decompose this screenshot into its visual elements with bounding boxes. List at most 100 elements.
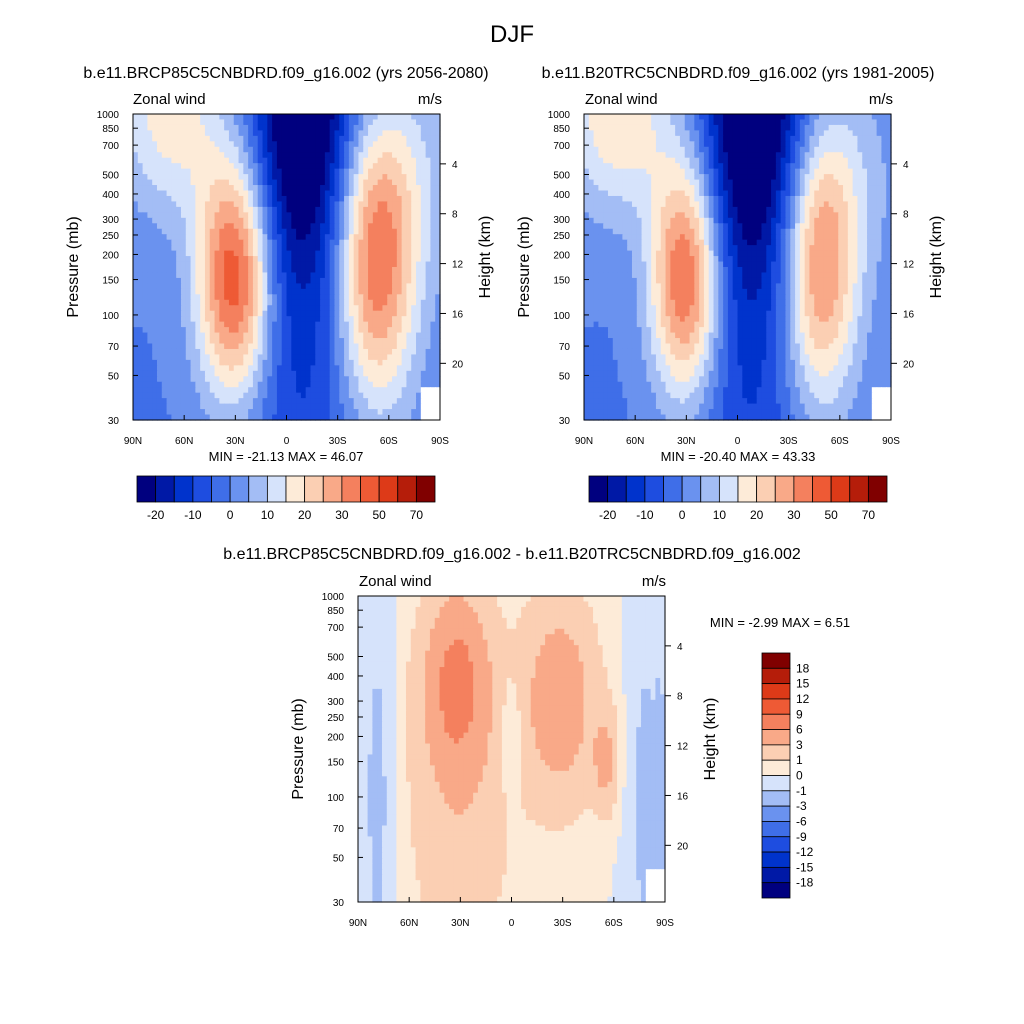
contour-cell	[238, 174, 244, 181]
contour-cell	[305, 354, 312, 361]
contour-cell	[142, 387, 148, 394]
contour-cell	[703, 135, 710, 142]
contour-cell	[324, 163, 331, 170]
contour-cell	[344, 332, 350, 339]
contour-cell	[631, 130, 638, 137]
contour-cell	[142, 245, 148, 252]
contour-cell	[828, 163, 835, 170]
contour-cell	[420, 130, 427, 137]
contour-cell	[392, 223, 398, 230]
contour-cell	[334, 157, 340, 164]
contour-cell	[828, 114, 835, 121]
contour-cell	[152, 157, 158, 164]
contour-cell	[228, 348, 235, 356]
contour-cell	[593, 190, 599, 197]
contour-cell	[324, 414, 331, 421]
contour-cell	[262, 146, 268, 153]
contour-cell	[257, 206, 264, 213]
contour-cell	[195, 305, 201, 312]
contour-cell	[406, 124, 412, 131]
contour-cell	[252, 359, 259, 366]
contour-cell	[694, 190, 700, 197]
contour-cell	[257, 370, 264, 377]
contour-cell	[401, 168, 408, 175]
contour-cell	[272, 294, 278, 301]
contour-cell	[588, 130, 595, 137]
contour-cell	[180, 174, 187, 181]
contour-cell	[756, 185, 763, 192]
contour-cell	[790, 174, 796, 181]
contour-cell	[243, 195, 249, 203]
contour-cell	[852, 141, 859, 148]
contour-cell	[353, 130, 360, 137]
contour-cell	[761, 135, 767, 142]
contour-cell	[631, 124, 638, 131]
contour-cell	[435, 234, 441, 241]
contour-cell	[353, 223, 360, 230]
contour-cell	[368, 338, 374, 345]
contour-cell	[228, 299, 235, 306]
contour-cell	[401, 256, 408, 263]
contour-cell	[795, 119, 801, 126]
contour-cell	[430, 168, 436, 175]
contour-cell	[190, 130, 196, 137]
contour-cell	[180, 392, 187, 399]
contour-cell	[339, 185, 345, 192]
contour-cell	[228, 146, 235, 153]
contour-cell	[675, 206, 681, 213]
contour-cell	[435, 157, 441, 164]
contour-cell	[300, 294, 307, 301]
contour-cell	[655, 168, 662, 175]
contour-cell	[382, 201, 388, 208]
contour-cell	[603, 212, 609, 219]
contour-cell	[727, 217, 734, 224]
contour-cell	[358, 332, 364, 339]
contour-cell	[703, 212, 710, 219]
contour-cell	[228, 305, 235, 312]
contour-cell	[171, 348, 177, 356]
contour-cell	[732, 190, 739, 197]
contour-cell	[152, 283, 158, 290]
contour-cell	[257, 135, 264, 142]
contour-cell	[823, 174, 830, 181]
contour-cell	[598, 195, 604, 203]
contour-cell	[214, 146, 220, 153]
contour-cell	[176, 288, 182, 295]
contour-cell	[339, 190, 345, 197]
contour-cell	[641, 135, 647, 142]
contour-cell	[276, 338, 283, 345]
contour-cell	[334, 185, 340, 192]
contour-cell	[185, 130, 192, 137]
contour-cell	[372, 223, 379, 230]
contour-cell	[262, 316, 268, 323]
contour-cell	[699, 190, 705, 197]
contour-cell	[200, 146, 206, 153]
contour-cell	[166, 179, 172, 186]
contour-cell	[857, 190, 863, 197]
contour-cell	[665, 124, 671, 131]
contour-cell	[363, 185, 369, 192]
contour-cell	[185, 376, 192, 383]
contour-cell	[224, 135, 230, 142]
contour-cell	[252, 195, 259, 203]
contour-cell	[843, 206, 849, 213]
contour-cell	[152, 354, 158, 361]
contour-cell	[867, 179, 873, 186]
contour-cell	[387, 343, 393, 350]
contour-cell	[214, 114, 220, 121]
contour-cell	[732, 130, 739, 137]
contour-cell	[224, 321, 230, 328]
contour-cell	[320, 277, 326, 284]
contour-cell	[718, 179, 724, 186]
contour-cell	[262, 124, 268, 131]
contour-cell	[406, 354, 412, 361]
contour-cell	[142, 152, 148, 159]
contour-cell	[324, 245, 331, 252]
contour-cell	[252, 338, 259, 345]
contour-cell	[267, 288, 273, 295]
contour-cell	[339, 327, 345, 334]
contour-cell	[344, 310, 350, 317]
contour-cell	[612, 135, 619, 142]
contour-cell	[291, 217, 297, 224]
contour-cell	[176, 299, 182, 306]
